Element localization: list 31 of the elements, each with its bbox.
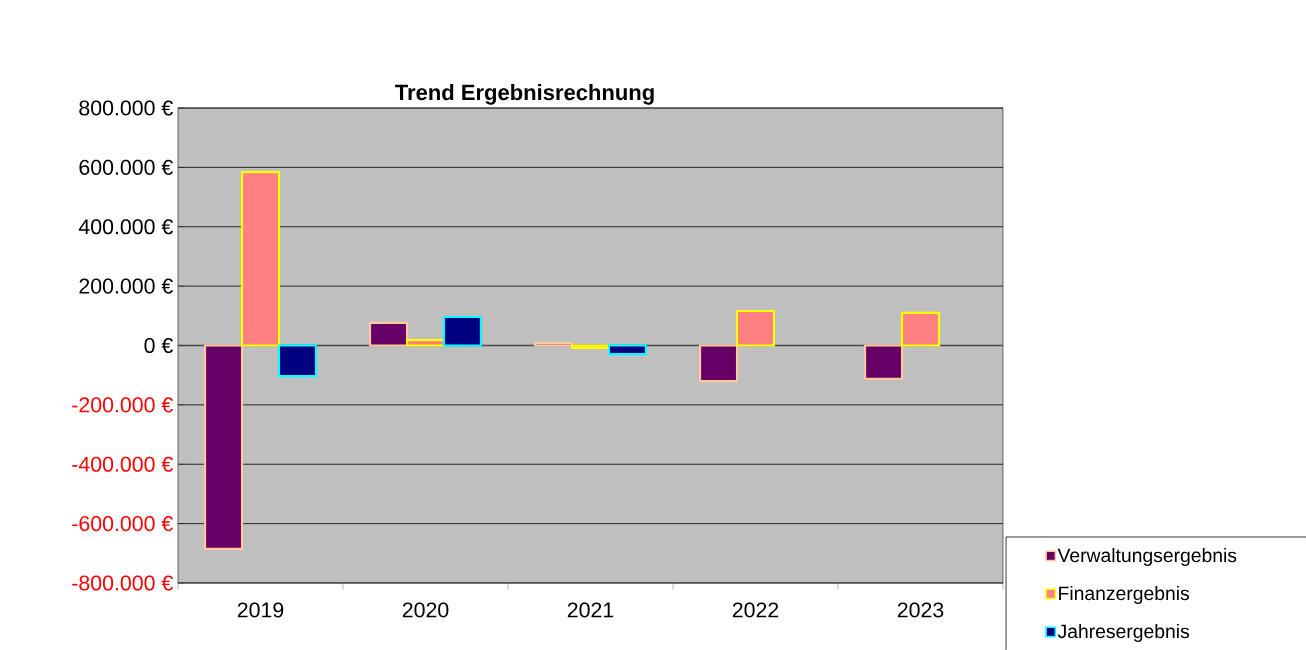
bar — [735, 309, 776, 347]
bar — [533, 342, 574, 347]
bar — [368, 321, 409, 347]
bar — [863, 344, 904, 380]
bar — [698, 344, 739, 383]
y-tick-label: -600.000 € — [72, 516, 173, 532]
bar — [240, 171, 281, 347]
x-tick-label: 2019 — [237, 602, 284, 618]
y-tick-label: -200.000 € — [72, 397, 173, 413]
legend-label: Verwaltungsergebnis — [1057, 547, 1237, 567]
legend-label: Finanzergebnis — [1059, 585, 1190, 605]
bar — [277, 344, 318, 378]
y-tick-label: 400.000 € — [78, 219, 173, 235]
y-tick-label: 0 € — [144, 337, 173, 354]
y-tick-label: 200.000 € — [79, 278, 173, 294]
bar — [607, 344, 648, 356]
x-tick-label: 2021 — [567, 602, 614, 618]
chart-title: Trend Ergebnisrechnung — [395, 84, 654, 105]
bar — [900, 311, 941, 347]
y-tick-label: -400.000 € — [72, 456, 173, 472]
bar — [570, 344, 611, 349]
bar — [442, 315, 483, 347]
bar — [405, 339, 446, 347]
legend-label: Jahresergebnis — [1057, 623, 1190, 643]
x-tick-label: 2023 — [897, 602, 944, 618]
y-tick-label: 800.000 € — [79, 100, 173, 116]
y-tick-label: 600.000 € — [79, 159, 173, 175]
bar — [203, 344, 244, 550]
x-tick-label: 2022 — [732, 602, 779, 618]
y-tick-label: -800.000 € — [72, 575, 173, 591]
x-tick-label: 2020 — [402, 602, 449, 618]
